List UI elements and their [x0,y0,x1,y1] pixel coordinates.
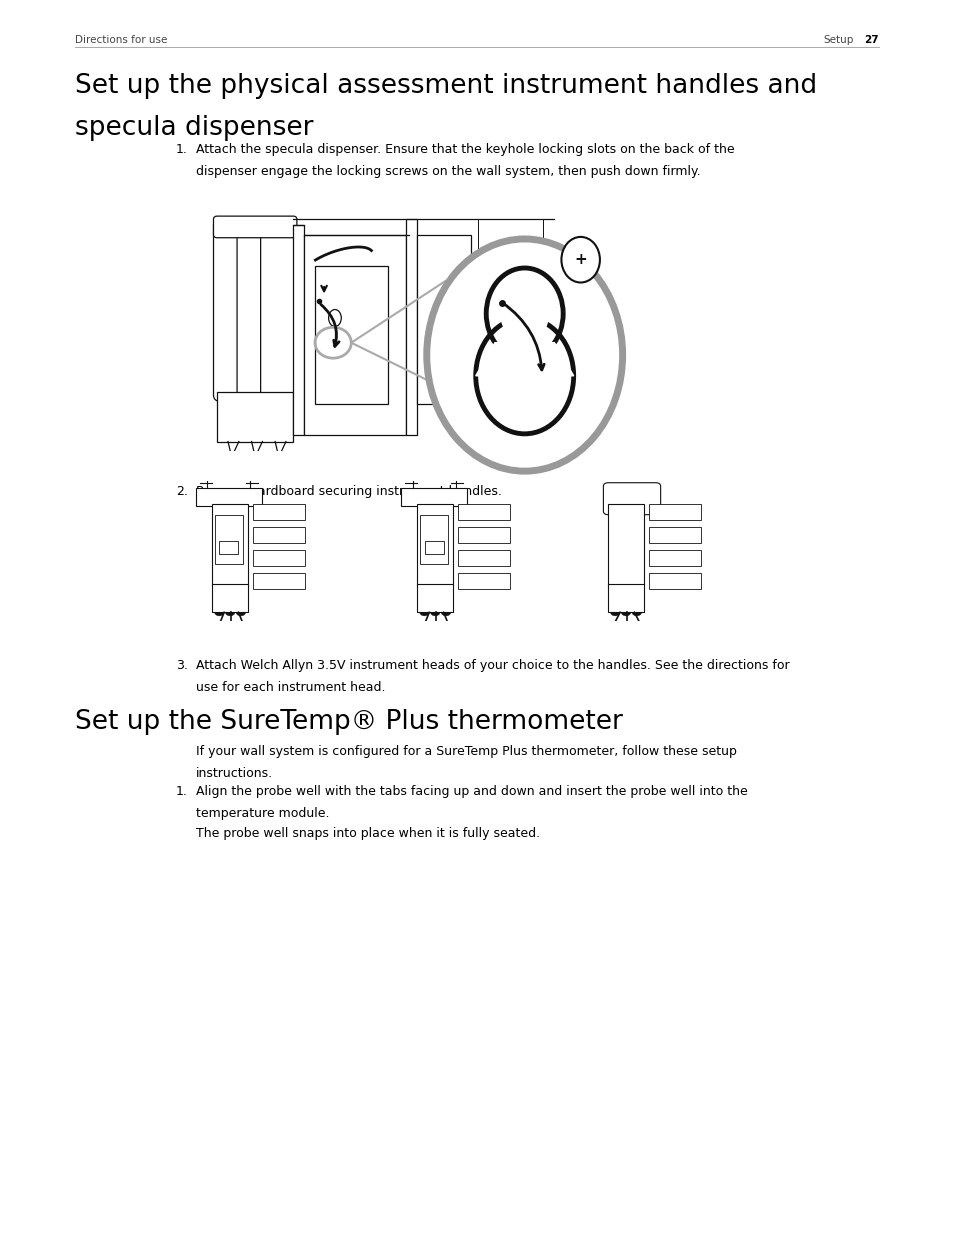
Text: 27: 27 [863,35,878,44]
Wedge shape [235,613,246,616]
Bar [457,551,510,566]
Wedge shape [225,613,234,616]
Bar [477,322,543,340]
Bar [219,541,238,553]
Bar [648,551,700,566]
Bar [648,573,700,589]
Bar [457,504,510,520]
FancyBboxPatch shape [213,220,248,401]
Bar [253,573,305,589]
Text: Attach the specula dispenser. Ensure that the keyhole locking slots on the back : Attach the specula dispenser. Ensure tha… [195,143,734,156]
FancyBboxPatch shape [260,220,294,401]
Wedge shape [419,613,429,616]
Bar [253,527,305,543]
Bar [477,347,543,364]
Bar [212,584,248,613]
Text: If your wall system is configured for a SureTemp Plus thermometer, follow these : If your wall system is configured for a … [195,745,736,758]
Bar [253,504,305,520]
Text: Align the probe well with the tabs facing up and down and insert the probe well : Align the probe well with the tabs facin… [195,785,747,798]
Text: dispenser engage the locking screws on the wall system, then push down firmly.: dispenser engage the locking screws on t… [195,165,700,178]
Bar [416,235,471,405]
Bar [457,527,510,543]
Text: 2.: 2. [176,485,188,498]
Bar [253,551,305,566]
Bar [457,573,510,589]
Bar [607,584,643,613]
Wedge shape [620,613,630,616]
Bar [648,504,700,520]
Wedge shape [430,613,439,616]
FancyBboxPatch shape [602,483,659,515]
Wedge shape [610,613,619,616]
Bar [405,220,416,436]
Text: 1.: 1. [176,143,188,156]
Text: specula dispenser: specula dispenser [75,115,314,141]
Wedge shape [440,613,450,616]
Wedge shape [631,613,640,616]
Text: Attach Welch Allyn 3.5V instrument heads of your choice to the handles. See the : Attach Welch Allyn 3.5V instrument heads… [195,659,789,672]
Text: Remove cardboard securing instrument handles.: Remove cardboard securing instrument han… [195,485,501,498]
Bar [314,266,387,405]
FancyBboxPatch shape [213,216,296,238]
Text: The probe well snaps into place when it is fully seated.: The probe well snaps into place when it … [195,827,539,840]
Bar [607,504,643,585]
Text: temperature module.: temperature module. [195,806,329,820]
Text: 1.: 1. [176,785,188,798]
Bar [304,235,405,436]
Text: instructions.: instructions. [195,767,273,781]
FancyBboxPatch shape [236,220,272,401]
Bar [416,504,453,585]
Bar [419,515,448,564]
Text: use for each instrument head.: use for each instrument head. [195,680,385,694]
Bar [477,298,543,315]
Bar [293,226,304,436]
Text: 3.: 3. [176,659,188,672]
Bar [400,488,467,506]
Bar [214,515,243,564]
Bar [424,541,443,553]
Wedge shape [214,613,224,616]
Bar [648,527,700,543]
Bar [212,504,248,585]
Text: +: + [574,252,586,267]
Text: Setup: Setup [822,35,853,44]
Polygon shape [476,342,573,375]
Circle shape [426,240,622,472]
Bar [217,393,293,441]
Bar [416,584,453,613]
Text: Set up the SureTemp® Plus thermometer: Set up the SureTemp® Plus thermometer [75,709,622,735]
Circle shape [560,237,599,283]
Text: Set up the physical assessment instrument handles and: Set up the physical assessment instrumen… [75,73,817,99]
Bar [195,488,262,506]
Text: Directions for use: Directions for use [75,35,167,44]
Bar [477,220,543,282]
Bar [477,372,543,389]
Circle shape [499,284,549,342]
